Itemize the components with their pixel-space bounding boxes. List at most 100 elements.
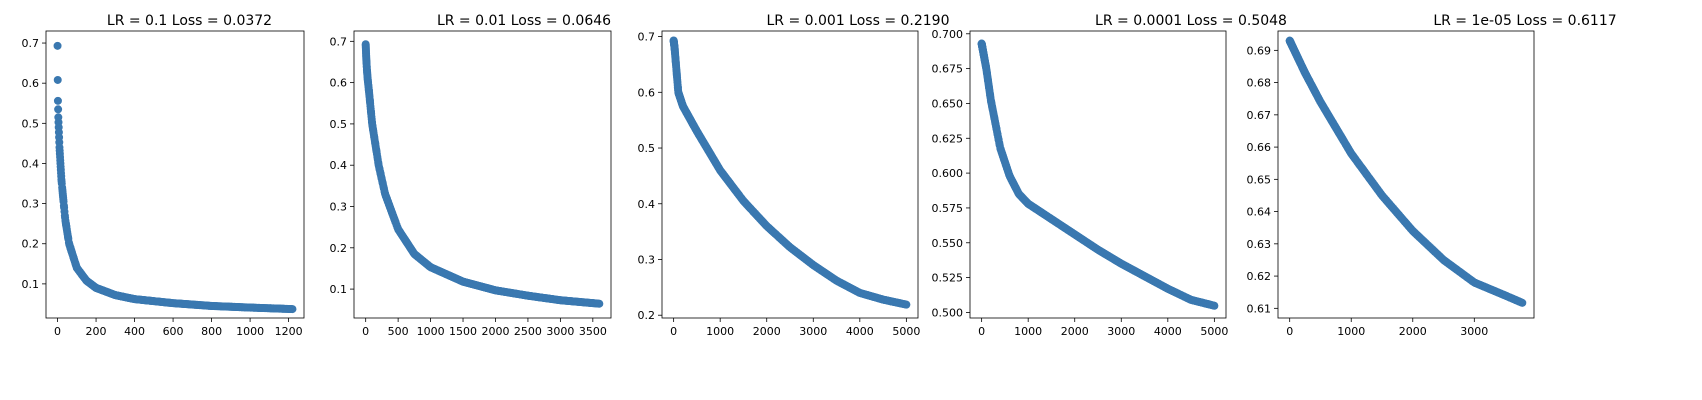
y-tick-label: 0.61 (1247, 302, 1272, 315)
y-tick-label: 0.67 (1247, 109, 1272, 122)
x-tick-label: 1000 (706, 325, 734, 338)
data-point (1518, 298, 1527, 307)
y-tick-label: 0.4 (330, 159, 348, 172)
y-tick-label: 0.7 (330, 35, 348, 48)
subplot-3: LR = 0.001 Loss = 0.2190 0 1000 2000 3000 40… (638, 13, 950, 338)
x-tick-label: 2000 (1399, 325, 1427, 338)
x-tick-label: 1500 (449, 325, 477, 338)
subplot-3-title: LR = 0.001 Loss = 0.2190 (766, 13, 949, 29)
x-tick-label: 1000 (236, 325, 264, 338)
x-tick-label: 600 (163, 325, 184, 338)
subplot-2-yticks: 0.1 0.2 0.3 0.4 0.5 0.6 0.7 (330, 35, 354, 296)
y-tick-label: 0.1 (22, 278, 40, 291)
x-tick-label: 5000 (1200, 325, 1228, 338)
x-tick-label: 0 (670, 325, 677, 338)
subplot-2-xticks: 0 500 1000 1500 2000 2500 3000 3500 (362, 318, 607, 338)
x-tick-label: 4000 (1154, 325, 1182, 338)
x-tick-label: 1000 (1014, 325, 1042, 338)
x-tick-label: 3500 (579, 325, 607, 338)
data-point (53, 41, 62, 50)
y-tick-label: 0.3 (22, 198, 40, 211)
subplot-2-frame (353, 30, 612, 319)
x-tick-label: 2000 (1061, 325, 1089, 338)
y-tick-label: 0.2 (638, 309, 656, 322)
y-tick-label: 0.1 (330, 283, 348, 296)
x-tick-label: 1000 (417, 325, 445, 338)
subplot-1-frame (45, 30, 305, 319)
subplot-5-xticks: 0 1000 2000 3000 (1286, 318, 1488, 338)
subplot-3-xticks: 0 1000 2000 3000 4000 5000 (670, 318, 920, 338)
subplot-4-frame (969, 30, 1227, 319)
x-tick-label: 0 (978, 325, 985, 338)
data-point (54, 105, 63, 114)
x-tick-label: 800 (201, 325, 222, 338)
y-tick-label: 0.7 (22, 37, 40, 50)
y-tick-label: 0.3 (330, 201, 348, 214)
y-tick-label: 0.550 (932, 237, 964, 250)
y-tick-label: 0.7 (638, 31, 656, 44)
x-tick-label: 3000 (1107, 325, 1135, 338)
y-tick-label: 0.63 (1247, 238, 1272, 251)
y-tick-label: 0.500 (932, 306, 964, 319)
y-tick-label: 0.675 (932, 63, 964, 76)
y-tick-label: 0.5 (330, 118, 348, 131)
subplot-4-markers (977, 39, 1219, 310)
y-tick-label: 0.5 (638, 142, 656, 155)
subplot-2-markers (361, 40, 604, 308)
y-tick-label: 0.69 (1247, 44, 1272, 57)
x-tick-label: 1200 (275, 325, 303, 338)
y-tick-label: 0.700 (932, 28, 964, 41)
y-tick-label: 0.66 (1247, 141, 1272, 154)
subplot-1-yticks: 0.1 0.2 0.3 0.4 0.5 0.6 0.7 (22, 37, 46, 291)
x-tick-label: 5000 (892, 325, 920, 338)
data-point (1210, 301, 1219, 310)
y-tick-label: 0.6 (330, 77, 348, 90)
data-point (902, 300, 911, 309)
x-tick-label: 400 (124, 325, 145, 338)
x-tick-label: 1000 (1337, 325, 1365, 338)
subplot-3-markers (669, 36, 911, 309)
y-tick-label: 0.600 (932, 167, 964, 180)
x-tick-label: 3000 (799, 325, 827, 338)
subplot-1: LR = 0.1 Loss = 0.0372 0 200 400 600 800 1000… (22, 13, 305, 338)
subplot-3-yticks: 0.2 0.3 0.4 0.5 0.6 0.7 (638, 31, 662, 322)
y-tick-label: 0.575 (932, 202, 964, 215)
subplot-4-title: LR = 0.0001 Loss = 0.5048 (1095, 13, 1287, 29)
subplot-5-yticks: 0.61 0.62 0.63 0.64 0.65 0.66 0.67 0.68 0.69 (1247, 44, 1278, 315)
subplot-1-markers (53, 41, 297, 314)
y-tick-label: 0.4 (638, 198, 656, 211)
subplot-5: LR = 1e-05 Loss = 0.6117 0 1000 2000 3000 0.… (1247, 13, 1617, 338)
y-tick-label: 0.62 (1247, 270, 1272, 283)
x-tick-label: 500 (388, 325, 409, 338)
y-tick-label: 0.5 (22, 117, 40, 130)
y-tick-label: 0.3 (638, 253, 656, 266)
subplot-1-title: LR = 0.1 Loss = 0.0372 (107, 13, 272, 29)
x-tick-label: 3000 (546, 325, 574, 338)
x-tick-label: 2000 (753, 325, 781, 338)
y-tick-label: 0.2 (330, 242, 348, 255)
data-point (53, 75, 62, 84)
y-tick-label: 0.65 (1247, 173, 1272, 186)
subplot-4-xticks: 0 1000 2000 3000 4000 5000 (978, 318, 1228, 338)
subplot-3-frame (661, 30, 919, 319)
data-point (53, 96, 62, 105)
subplot-2: LR = 0.01 Loss = 0.0646 0 500 1000 1500 2000… (330, 13, 612, 338)
x-tick-label: 0 (1286, 325, 1293, 338)
y-tick-label: 0.4 (22, 157, 40, 170)
subplot-5-title: LR = 1e-05 Loss = 0.6117 (1433, 13, 1616, 29)
x-tick-label: 2500 (514, 325, 542, 338)
y-tick-label: 0.68 (1247, 77, 1272, 90)
x-tick-label: 0 (54, 325, 61, 338)
subplot-5-markers (1285, 36, 1527, 307)
y-tick-label: 0.650 (932, 97, 964, 110)
subplot-4-yticks: 0.500 0.525 0.550 0.575 0.600 0.625 0.650 0.675… (932, 28, 970, 319)
y-tick-label: 0.64 (1247, 206, 1272, 219)
y-tick-label: 0.2 (22, 238, 40, 251)
subplot-5-frame (1277, 30, 1535, 319)
x-tick-label: 200 (86, 325, 107, 338)
x-tick-label: 3000 (1460, 325, 1488, 338)
subplot-2-title: LR = 0.01 Loss = 0.0646 (437, 13, 611, 29)
x-tick-label: 4000 (846, 325, 874, 338)
